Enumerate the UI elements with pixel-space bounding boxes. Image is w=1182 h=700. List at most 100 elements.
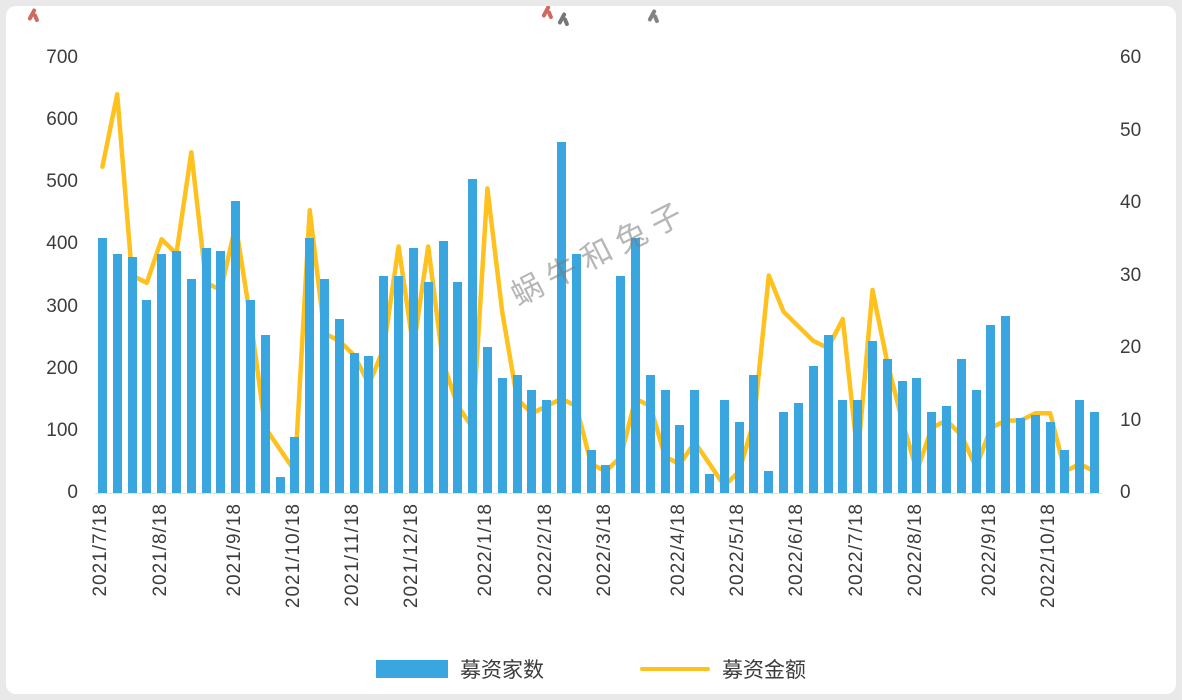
x-axis-date-label: 2021/12/18 — [401, 503, 423, 609]
right-axis-tick-label: 0 — [1120, 482, 1131, 503]
bar-fundraiser-count — [423, 281, 433, 493]
bar-fundraiser-count — [986, 325, 996, 493]
bar-fundraiser-count — [867, 340, 877, 493]
bar-fundraiser-count — [971, 390, 981, 493]
bar-fundraiser-count — [527, 390, 537, 493]
combo-chart: 0 100 200 300 400 500 600 700 0 10 20 30 40 50 60 202… — [6, 6, 1176, 694]
left-axis-tick-label: 300 — [46, 295, 78, 317]
bar-fundraiser-count — [438, 241, 448, 493]
legend-bar-label: 募资家数 — [460, 659, 544, 682]
bar-fundraiser-count — [556, 141, 566, 493]
bar-fundraiser-count — [157, 253, 167, 493]
right-axis-tick-label: 60 — [1120, 47, 1142, 68]
right-axis-tick-label: 10 — [1120, 409, 1142, 431]
chart-card: 0 100 200 300 400 500 600 700 0 10 20 30 40 50 60 202… — [6, 6, 1176, 694]
watermark-fragment-mark — [541, 6, 551, 19]
bar-fundraiser-count — [171, 250, 181, 493]
bar-fundraiser-count — [882, 359, 892, 493]
bar-fundraiser-count — [838, 399, 848, 493]
x-axis-date-label: 2021/7/18 — [90, 503, 112, 597]
bar-fundraiser-count — [394, 275, 404, 493]
bar-fundraiser-count — [142, 300, 152, 493]
bar-fundraiser-count — [1090, 412, 1100, 493]
right-axis-tick-label: 40 — [1120, 192, 1142, 213]
right-axis-tick-label: 20 — [1120, 337, 1142, 358]
bar-fundraiser-count — [601, 465, 611, 493]
bar-fundraiser-count — [779, 412, 789, 493]
bar-fundraiser-count — [320, 278, 330, 493]
bar-fundraiser-count — [482, 346, 492, 493]
watermark-fragment-mark — [557, 11, 567, 26]
bar-fundraiser-count — [127, 256, 137, 493]
left-axis-tick-label: 700 — [46, 47, 78, 68]
x-axis-date-label: 2022/7/18 — [845, 503, 867, 597]
bar-fundraiser-count — [334, 319, 344, 493]
x-axis-date-label: 2021/9/18 — [223, 503, 245, 597]
legend-line-label: 募资金额 — [722, 659, 806, 682]
left-axis-tick-label: 200 — [46, 357, 78, 379]
bar-fundraiser-count — [927, 412, 937, 493]
bar-fundraiser-count — [1045, 421, 1055, 493]
bar-fundraiser-count — [823, 334, 833, 493]
bar-fundraiser-count — [645, 374, 655, 493]
bar-fundraiser-count — [897, 381, 907, 493]
x-axis-date-label: 2021/10/18 — [282, 503, 304, 609]
bar-fundraiser-count — [719, 399, 729, 493]
bar-fundraiser-count — [453, 281, 463, 493]
bar-fundraiser-count — [942, 406, 951, 493]
bar-fundraiser-count — [1030, 415, 1040, 493]
bar-fundraiser-count — [186, 278, 196, 493]
bar-fundraiser-count — [275, 477, 285, 493]
legend-item-line: 募资金额 — [640, 654, 806, 684]
watermark-fragment-mark — [647, 8, 657, 23]
legend-bar-swatch-icon — [376, 660, 448, 678]
bar-fundraiser-count — [690, 390, 700, 493]
bar-fundraiser-count — [793, 402, 803, 493]
legend-line-swatch-icon — [640, 667, 710, 671]
plot-area — [95, 58, 1102, 494]
x-axis-date-label: 2022/3/18 — [593, 503, 615, 597]
bar-fundraiser-count — [631, 238, 641, 493]
x-axis-date-label: 2022/6/18 — [786, 503, 808, 597]
bar-fundraiser-count — [764, 471, 774, 493]
right-axis-tick-label: 50 — [1120, 119, 1142, 141]
bar-fundraiser-count — [571, 253, 581, 493]
bar-fundraiser-count — [112, 253, 122, 493]
right-axis-tick-label: 30 — [1120, 264, 1142, 286]
x-axis-date-label: 2021/11/18 — [342, 503, 364, 607]
bar-fundraiser-count — [201, 247, 211, 493]
legend: 募资家数 募资金额 — [6, 654, 1176, 684]
x-axis-date-label: 2022/2/18 — [534, 503, 556, 597]
bar-fundraiser-count — [497, 378, 507, 493]
bar-fundraiser-count — [1001, 315, 1011, 493]
bar-fundraiser-count — [1016, 418, 1026, 493]
bar-fundraiser-count — [97, 238, 107, 493]
x-axis-date-label: 2022/9/18 — [978, 503, 1000, 597]
bar-fundraiser-count — [349, 353, 359, 493]
bar-fundraiser-count — [749, 374, 759, 493]
bar-fundraiser-count — [216, 250, 226, 493]
left-axis-tick-label: 500 — [46, 171, 78, 193]
bar-fundraiser-count — [468, 179, 478, 493]
bar-fundraiser-count — [379, 275, 389, 493]
bar-fundraiser-count — [616, 275, 626, 493]
bar-fundraiser-count — [245, 300, 255, 493]
bar-fundraiser-count — [1060, 449, 1070, 493]
left-axis-tick-label: 0 — [67, 482, 78, 503]
x-axis-date-label: 2021/8/18 — [149, 503, 171, 597]
watermark-fragment-mark — [27, 7, 37, 22]
bar-fundraiser-count — [364, 356, 374, 493]
bar-fundraiser-count — [260, 334, 270, 493]
bar-fundraiser-count — [542, 399, 552, 493]
bar-fundraiser-count — [408, 247, 418, 493]
bar-fundraiser-count — [512, 374, 522, 493]
left-axis-tick-label: 100 — [46, 419, 78, 441]
bar-fundraiser-count — [290, 437, 300, 493]
left-axis-tick-label: 400 — [46, 233, 78, 255]
x-axis-date-label: 2022/5/18 — [727, 503, 749, 597]
bar-fundraiser-count — [231, 200, 241, 493]
bar-fundraiser-count — [734, 421, 744, 493]
x-axis-date-label: 2022/1/18 — [475, 503, 497, 597]
left-axis-tick-label: 600 — [46, 109, 78, 131]
bar-fundraiser-count — [705, 474, 715, 493]
